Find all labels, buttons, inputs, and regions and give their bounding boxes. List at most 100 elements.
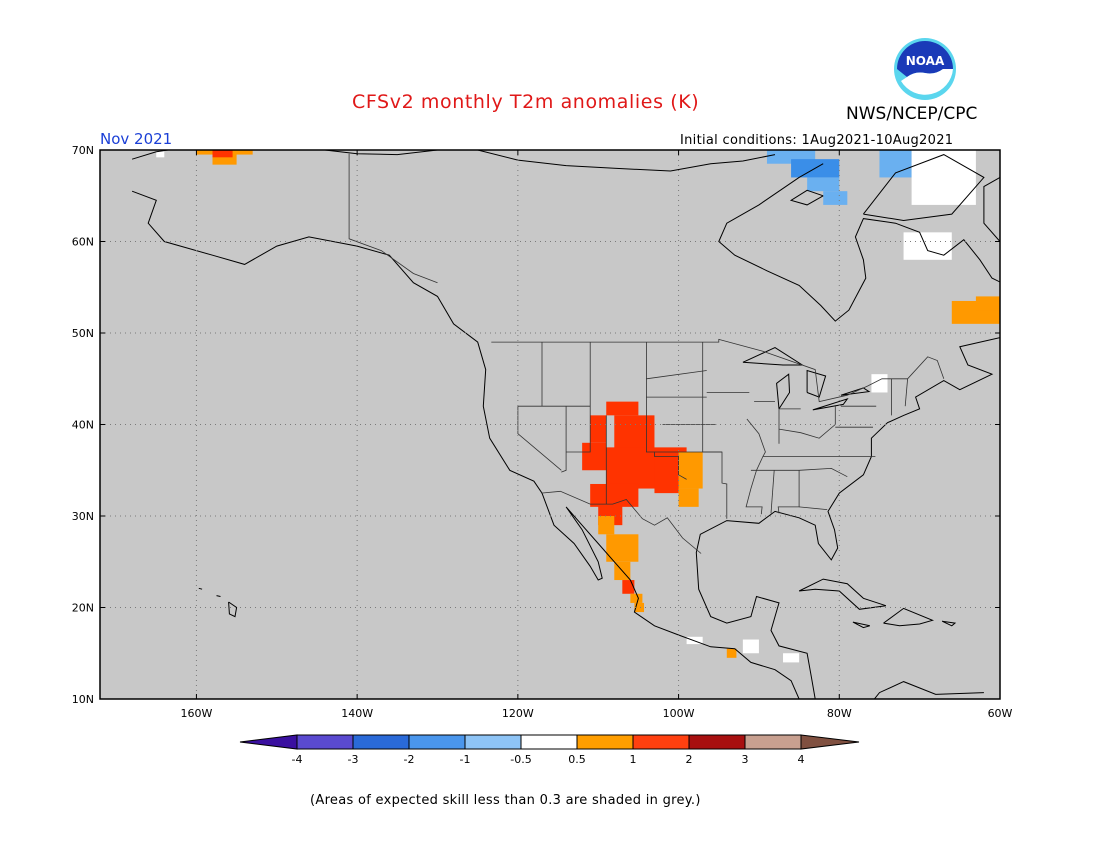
coastline [198, 587, 203, 590]
coastline [216, 595, 221, 597]
coastline [776, 373, 791, 410]
political-boundary [646, 342, 687, 480]
political-boundary [646, 370, 707, 380]
lat-tick-label: 70N [72, 144, 94, 157]
forecast-month: Nov 2021 [100, 130, 173, 148]
anomaly-cell [614, 415, 655, 452]
colorbar-label: -1 [460, 753, 471, 766]
colorbar-label: 2 [686, 753, 693, 766]
coastline [941, 620, 957, 627]
lat-tick-label: 10N [72, 693, 94, 706]
coastline [806, 369, 827, 398]
colorbar-swatch [576, 734, 634, 750]
colorbar-label: -4 [292, 753, 303, 766]
anomaly-cell [606, 401, 639, 416]
anomaly-cell [903, 232, 952, 260]
colorbar-swatch [296, 734, 354, 750]
colorbar-swatch [632, 734, 690, 750]
political-boundary [799, 506, 828, 510]
anomaly-cell [598, 516, 615, 535]
anomaly-cell [871, 374, 888, 393]
coastline [863, 154, 985, 222]
colorbar-label: -2 [404, 753, 415, 766]
coastline [1008, 319, 1058, 363]
political-boundary [561, 406, 567, 473]
anomaly-cell [678, 451, 703, 489]
lat-tick-label: 30N [72, 510, 94, 523]
coastline [883, 607, 935, 627]
political-boundary [745, 418, 766, 515]
lat-tick-label: 60N [72, 236, 94, 249]
lon-tick-label: 120W [502, 707, 534, 720]
coastline [131, 190, 800, 699]
political-boundary [778, 406, 836, 439]
lon-tick-label: 160W [180, 707, 212, 720]
coastline [873, 681, 984, 699]
lat-tick-label: 20N [72, 602, 94, 615]
colorbar-label: 0.5 [568, 753, 586, 766]
political-boundary [348, 153, 438, 284]
anomaly-cell [212, 150, 233, 158]
noaa-logo-icon: NOAA [894, 38, 956, 100]
colorbar-swatch [352, 734, 410, 750]
political-boundary [702, 342, 728, 519]
anomaly-cell [606, 534, 639, 562]
coastline [983, 176, 1000, 242]
colorbar-label: 1 [630, 753, 637, 766]
anomaly-cell [807, 177, 840, 192]
anomaly-cell [582, 442, 607, 471]
anomaly-cell [654, 456, 679, 494]
anomaly-cell [975, 296, 1000, 311]
political-boundary [541, 490, 702, 554]
political-boundary [750, 467, 848, 478]
colorbar-label: 3 [742, 753, 749, 766]
political-boundary [770, 470, 775, 514]
political-boundary [777, 470, 800, 514]
coastline [798, 578, 887, 610]
political-boundary [778, 408, 801, 444]
coastline [812, 397, 849, 411]
lon-tick-label: 100W [663, 707, 695, 720]
political-boundary [491, 338, 945, 403]
coastline [695, 163, 1000, 699]
logo-text: NOAA [906, 54, 945, 68]
anomaly-cell [783, 653, 800, 663]
colorbar-label: 4 [798, 753, 805, 766]
anomaly-cell [726, 648, 737, 658]
coastline [789, 189, 824, 206]
colorbar-arrow-low [239, 734, 298, 750]
lon-tick-label: 60W [988, 707, 1013, 720]
lon-tick-label: 80W [827, 707, 852, 720]
political-boundary [566, 342, 591, 453]
coastline [852, 621, 870, 629]
coastline [131, 150, 776, 172]
anomaly-cell [622, 580, 635, 594]
initial-conditions: Initial conditions: 1Aug2021-10Aug2021 [680, 133, 954, 148]
anomaly-cell [590, 415, 607, 443]
anomaly-cell [742, 639, 759, 654]
chart-title: CFSv2 monthly T2m anomalies (K) [352, 91, 700, 113]
colorbar-swatch [520, 734, 578, 750]
colorbar-swatch [408, 734, 466, 750]
coastline [840, 387, 871, 396]
anomaly-cell [634, 602, 645, 613]
colorbar-label: -3 [348, 753, 359, 766]
anomaly-cell [823, 191, 848, 205]
colorbar-arrow-high [800, 734, 860, 750]
anomaly-cell [630, 593, 643, 603]
skill-footnote: (Areas of expected skill less than 0.3 a… [310, 793, 701, 808]
anomaly-cell [212, 153, 237, 165]
color-bar: -4 -3 -2 -1 -0.5 0.5 1 2 3 4 [239, 734, 860, 766]
lat-tick-label: 40N [72, 419, 94, 432]
lat-tick-label: 50N [72, 327, 94, 340]
colorbar-swatch [464, 734, 522, 750]
colorbar-label: -0.5 [510, 753, 531, 766]
coastline [228, 601, 238, 618]
anomaly-cell [156, 150, 165, 158]
organization-label: NWS/NCEP/CPC [846, 104, 978, 124]
noaa-logo: NOAA [893, 37, 957, 101]
anomaly-cell [590, 483, 639, 507]
political-boundary [904, 378, 908, 407]
colorbar-swatch [744, 734, 802, 750]
